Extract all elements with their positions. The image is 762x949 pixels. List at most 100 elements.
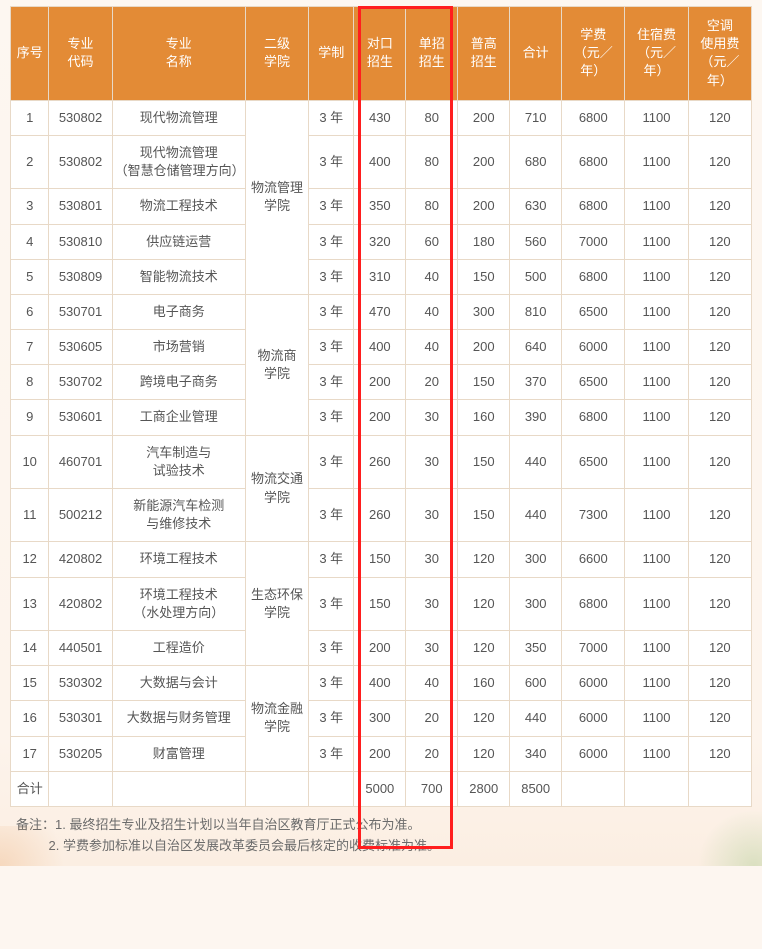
cell-danzhao: 30 bbox=[406, 542, 458, 577]
cell-danzhao: 30 bbox=[406, 489, 458, 542]
cell-danzhao: 60 bbox=[406, 224, 458, 259]
cell-danzhao: 30 bbox=[406, 577, 458, 630]
cell-ac: 120 bbox=[688, 577, 751, 630]
cell-code: 530801 bbox=[49, 189, 112, 224]
cell-years: 3 年 bbox=[309, 701, 354, 736]
cell-major: 跨境电子商务 bbox=[112, 365, 245, 400]
cell-pugao: 150 bbox=[458, 435, 510, 488]
cell-fee: 6800 bbox=[562, 577, 625, 630]
footer-notes: 备注：1. 最终招生专业及招生计划以当年自治区教育厅正式公布为准。 2. 学费参… bbox=[10, 807, 752, 857]
cell-ac: 120 bbox=[688, 259, 751, 294]
footer-label: 合计 bbox=[11, 771, 49, 806]
cell-major: 现代物流管理 bbox=[112, 100, 245, 135]
cell-idx: 8 bbox=[11, 365, 49, 400]
page-container: 序号专业代码专业名称二级学院学制对口招生单招招生普高招生合计学费（元／年）住宿费… bbox=[0, 0, 762, 866]
col-header-11: 空调使用费（元／年） bbox=[688, 7, 751, 101]
cell-ac: 120 bbox=[688, 330, 751, 365]
cell-code: 530802 bbox=[49, 135, 112, 188]
cell-idx: 5 bbox=[11, 259, 49, 294]
cell-pugao: 200 bbox=[458, 189, 510, 224]
cell-idx: 9 bbox=[11, 400, 49, 435]
cell-pugao: 180 bbox=[458, 224, 510, 259]
cell-fee: 6500 bbox=[562, 294, 625, 329]
cell-danzhao: 40 bbox=[406, 259, 458, 294]
cell-dorm: 1100 bbox=[625, 365, 688, 400]
cell-ac: 120 bbox=[688, 294, 751, 329]
notes-prefix: 备注： bbox=[16, 817, 55, 832]
table-row: 17530205财富管理3 年2002012034060001100120 bbox=[11, 736, 752, 771]
cell-danzhao: 20 bbox=[406, 701, 458, 736]
cell-dorm: 1100 bbox=[625, 435, 688, 488]
col-header-5: 对口招生 bbox=[354, 7, 406, 101]
cell-fee: 6500 bbox=[562, 435, 625, 488]
cell-fee: 6800 bbox=[562, 189, 625, 224]
cell-idx: 7 bbox=[11, 330, 49, 365]
cell-duikou: 260 bbox=[354, 489, 406, 542]
table-row: 13420802环境工程技术（水处理方向）3 年1503012030068001… bbox=[11, 577, 752, 630]
table-row: 6530701电子商务物流商学院3 年470403008106500110012… bbox=[11, 294, 752, 329]
cell-danzhao: 20 bbox=[406, 736, 458, 771]
cell-years: 3 年 bbox=[309, 400, 354, 435]
cell-pugao: 150 bbox=[458, 259, 510, 294]
cell-total: 440 bbox=[510, 489, 562, 542]
cell-major: 现代物流管理（智慧仓储管理方向） bbox=[112, 135, 245, 188]
cell-duikou: 150 bbox=[354, 577, 406, 630]
cell-major: 环境工程技术（水处理方向） bbox=[112, 577, 245, 630]
footer-cell-10 bbox=[688, 771, 751, 806]
table-footer-row: 合计500070028008500 bbox=[11, 771, 752, 806]
cell-fee: 6800 bbox=[562, 259, 625, 294]
cell-idx: 6 bbox=[11, 294, 49, 329]
cell-danzhao: 40 bbox=[406, 330, 458, 365]
cell-ac: 120 bbox=[688, 701, 751, 736]
cell-duikou: 400 bbox=[354, 330, 406, 365]
cell-danzhao: 30 bbox=[406, 400, 458, 435]
cell-years: 3 年 bbox=[309, 736, 354, 771]
footer-cell-5: 700 bbox=[406, 771, 458, 806]
table-body: 1530802现代物流管理物流管理学院3 年430802007106800110… bbox=[11, 100, 752, 806]
cell-fee: 6800 bbox=[562, 135, 625, 188]
cell-duikou: 430 bbox=[354, 100, 406, 135]
cell-idx: 17 bbox=[11, 736, 49, 771]
cell-years: 3 年 bbox=[309, 294, 354, 329]
cell-dorm: 1100 bbox=[625, 135, 688, 188]
cell-ac: 120 bbox=[688, 135, 751, 188]
cell-duikou: 260 bbox=[354, 435, 406, 488]
table-row: 16530301大数据与财务管理3 年300201204406000110012… bbox=[11, 701, 752, 736]
cell-major: 环境工程技术 bbox=[112, 542, 245, 577]
cell-years: 3 年 bbox=[309, 100, 354, 135]
cell-fee: 6800 bbox=[562, 400, 625, 435]
cell-code: 530302 bbox=[49, 666, 112, 701]
cell-major: 供应链运营 bbox=[112, 224, 245, 259]
cell-dorm: 1100 bbox=[625, 189, 688, 224]
cell-college: 物流管理学院 bbox=[245, 100, 308, 294]
cell-ac: 120 bbox=[688, 400, 751, 435]
table-row: 11500212新能源汽车检测与维修技术3 年26030150440730011… bbox=[11, 489, 752, 542]
cell-major: 市场营销 bbox=[112, 330, 245, 365]
cell-pugao: 120 bbox=[458, 736, 510, 771]
cell-total: 390 bbox=[510, 400, 562, 435]
footer-cell-4: 5000 bbox=[354, 771, 406, 806]
cell-total: 340 bbox=[510, 736, 562, 771]
col-header-1: 专业代码 bbox=[49, 7, 112, 101]
cell-total: 440 bbox=[510, 701, 562, 736]
cell-ac: 120 bbox=[688, 736, 751, 771]
footer-cell-9 bbox=[625, 771, 688, 806]
cell-fee: 6000 bbox=[562, 330, 625, 365]
cell-fee: 6000 bbox=[562, 666, 625, 701]
cell-dorm: 1100 bbox=[625, 630, 688, 665]
cell-duikou: 300 bbox=[354, 701, 406, 736]
cell-ac: 120 bbox=[688, 224, 751, 259]
cell-ac: 120 bbox=[688, 435, 751, 488]
cell-duikou: 400 bbox=[354, 135, 406, 188]
cell-fee: 6500 bbox=[562, 365, 625, 400]
cell-code: 530605 bbox=[49, 330, 112, 365]
cell-years: 3 年 bbox=[309, 135, 354, 188]
cell-dorm: 1100 bbox=[625, 666, 688, 701]
cell-major: 财富管理 bbox=[112, 736, 245, 771]
table-row: 14440501工程造价3 年2003012035070001100120 bbox=[11, 630, 752, 665]
cell-years: 3 年 bbox=[309, 189, 354, 224]
cell-danzhao: 20 bbox=[406, 365, 458, 400]
cell-years: 3 年 bbox=[309, 630, 354, 665]
col-header-0: 序号 bbox=[11, 7, 49, 101]
cell-idx: 1 bbox=[11, 100, 49, 135]
